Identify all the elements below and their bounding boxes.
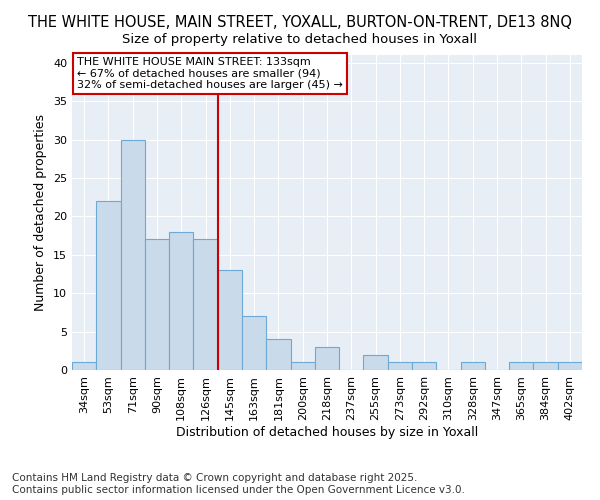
Bar bbox=[266, 340, 290, 370]
Text: Contains HM Land Registry data © Crown copyright and database right 2025.
Contai: Contains HM Land Registry data © Crown c… bbox=[12, 474, 465, 495]
Bar bbox=[242, 316, 266, 370]
Bar bbox=[533, 362, 558, 370]
Bar bbox=[193, 240, 218, 370]
Text: THE WHITE HOUSE, MAIN STREET, YOXALL, BURTON-ON-TRENT, DE13 8NQ: THE WHITE HOUSE, MAIN STREET, YOXALL, BU… bbox=[28, 15, 572, 30]
Bar bbox=[364, 354, 388, 370]
Bar bbox=[72, 362, 96, 370]
Text: THE WHITE HOUSE MAIN STREET: 133sqm
← 67% of detached houses are smaller (94)
32: THE WHITE HOUSE MAIN STREET: 133sqm ← 67… bbox=[77, 56, 343, 90]
Text: Size of property relative to detached houses in Yoxall: Size of property relative to detached ho… bbox=[122, 32, 478, 46]
Bar bbox=[388, 362, 412, 370]
Bar bbox=[461, 362, 485, 370]
Bar bbox=[169, 232, 193, 370]
Y-axis label: Number of detached properties: Number of detached properties bbox=[34, 114, 47, 311]
X-axis label: Distribution of detached houses by size in Yoxall: Distribution of detached houses by size … bbox=[176, 426, 478, 438]
Bar bbox=[290, 362, 315, 370]
Bar bbox=[558, 362, 582, 370]
Bar bbox=[315, 347, 339, 370]
Bar bbox=[509, 362, 533, 370]
Bar bbox=[96, 201, 121, 370]
Bar bbox=[412, 362, 436, 370]
Bar bbox=[121, 140, 145, 370]
Bar bbox=[218, 270, 242, 370]
Bar bbox=[145, 240, 169, 370]
